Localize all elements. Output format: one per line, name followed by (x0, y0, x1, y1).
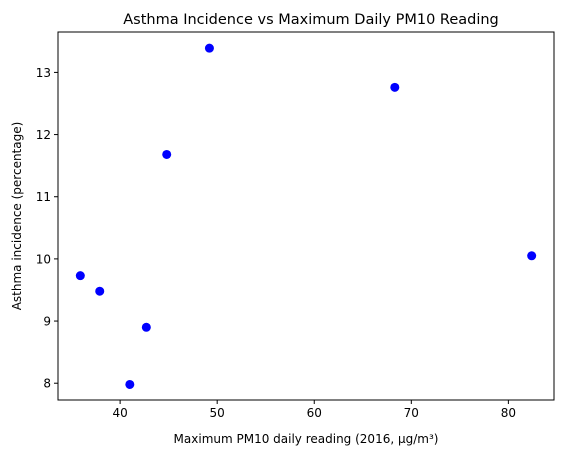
data-point (390, 82, 400, 92)
x-axis-ticks: 40 50 60 70 80 (112, 400, 516, 420)
y-tick-label: 8 (43, 377, 51, 391)
x-tick-label: 80 (501, 406, 516, 420)
y-tick-label: 12 (36, 128, 51, 142)
plot-area-frame (57, 31, 555, 401)
chart-title: Asthma Incidence vs Maximum Daily PM10 R… (123, 12, 499, 28)
data-point (527, 251, 537, 261)
x-axis-label: Maximum PM10 daily reading (2016, µg/m³) (174, 432, 439, 446)
y-tick-label: 13 (36, 66, 51, 80)
data-point (75, 271, 85, 281)
data-point (162, 149, 172, 159)
x-tick-label: 60 (307, 406, 322, 420)
x-tick-label: 50 (210, 406, 225, 420)
y-tick-label: 9 (43, 315, 51, 329)
data-points (75, 43, 537, 389)
data-point (141, 322, 151, 332)
y-tick-label: 10 (36, 252, 51, 266)
y-tick-label: 11 (36, 190, 51, 204)
y-axis-ticks: 8 9 10 11 12 13 (36, 66, 58, 391)
y-axis-label: Asthma incidence (percentage) (10, 122, 24, 311)
x-tick-label: 40 (112, 406, 127, 420)
x-tick-label: 70 (404, 406, 419, 420)
data-point (95, 286, 105, 296)
data-point (204, 43, 214, 53)
data-point (125, 379, 135, 389)
